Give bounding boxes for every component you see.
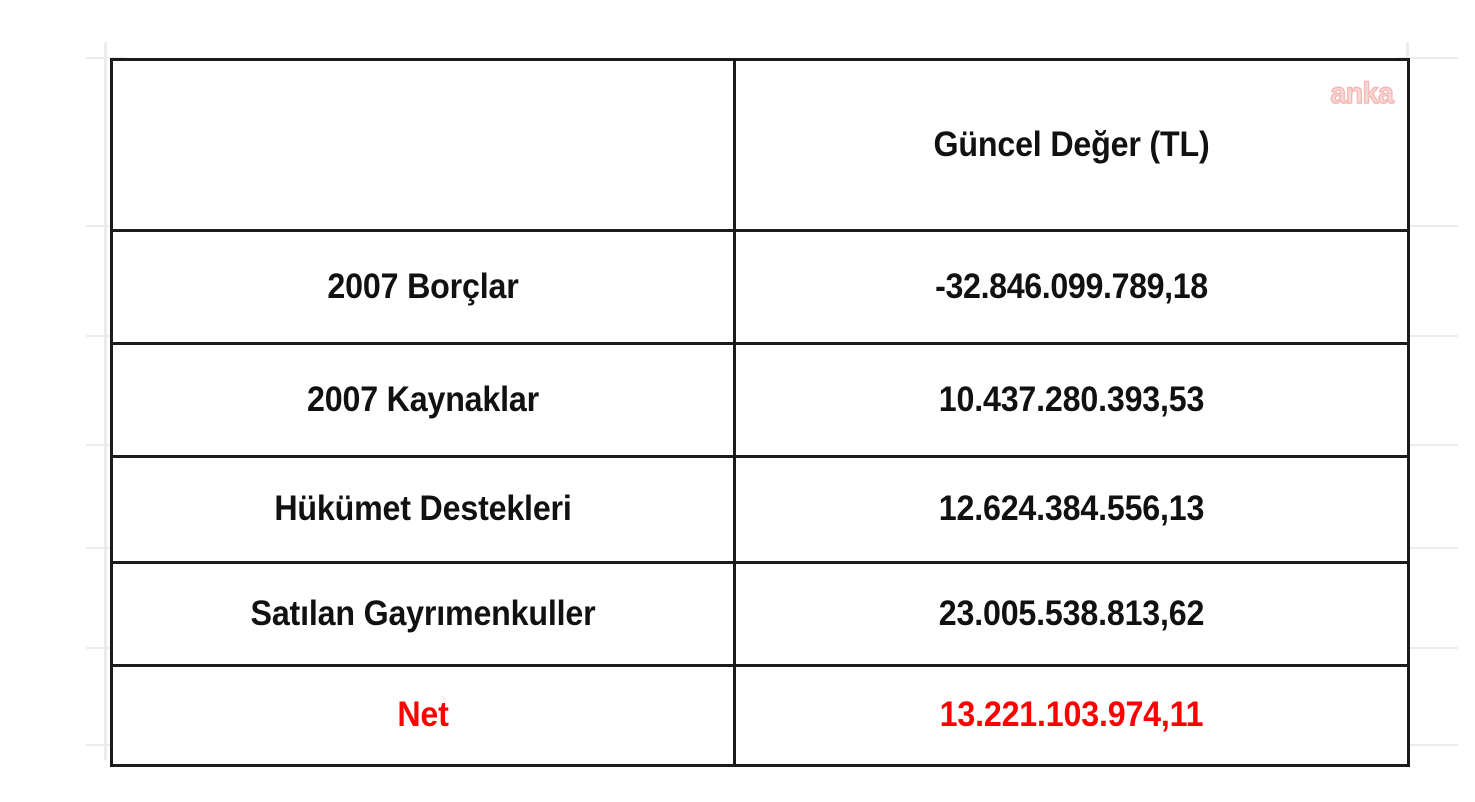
gridline-horizontal-stub	[1398, 225, 1458, 227]
row-value-cell: 23.005.538.813,62	[733, 561, 1410, 667]
row-label-cell-net: Net	[110, 664, 736, 767]
row-label-cell: 2007 Kaynaklar	[110, 342, 736, 458]
table-row: 2007 Borçlar -32.846.099.789,18	[110, 229, 1410, 345]
row-label-net: Net	[397, 695, 449, 735]
table-header-row: anka Güncel Değer (TL)	[110, 58, 1410, 232]
gridline-horizontal-stub	[86, 547, 126, 549]
value-table: anka Güncel Değer (TL) 2007 Borçlar -32.…	[110, 58, 1410, 767]
row-value-cell: 12.624.384.556,13	[733, 455, 1410, 564]
gridline-horizontal-stub	[86, 444, 126, 446]
row-value-cell-net: 13.221.103.974,11	[733, 664, 1410, 767]
anka-watermark: anka	[1329, 77, 1394, 110]
row-value: 10.437.280.393,53	[938, 379, 1205, 419]
row-label-cell: Satılan Gayrımenkuller	[110, 561, 736, 667]
gridline-horizontal-stub	[1398, 444, 1458, 446]
header-cell-blank	[110, 58, 736, 232]
gridline-horizontal-stub	[86, 225, 126, 227]
row-value: -32.846.099.789,18	[935, 266, 1208, 306]
gridline-horizontal-stub	[86, 744, 126, 746]
table-row-net: Net 13.221.103.974,11	[110, 664, 1410, 767]
gridline-horizontal-stub	[1398, 647, 1458, 649]
gridline-horizontal-stub	[86, 335, 126, 337]
row-label: 2007 Borçlar	[327, 266, 519, 306]
row-label: Hükümet Destekleri	[274, 489, 572, 529]
table-row: Satılan Gayrımenkuller 23.005.538.813,62	[110, 561, 1410, 667]
header-cell-value: anka Güncel Değer (TL)	[733, 58, 1410, 232]
row-value: 23.005.538.813,62	[938, 593, 1205, 633]
gridline-vertical-left	[104, 42, 107, 760]
row-label: Satılan Gayrımenkuller	[250, 593, 596, 633]
gridline-horizontal-stub	[1398, 335, 1458, 337]
gridline-horizontal-stub	[86, 647, 126, 649]
gridline-horizontal-stub	[1398, 547, 1458, 549]
row-value-cell: -32.846.099.789,18	[733, 229, 1410, 345]
row-label-cell: Hükümet Destekleri	[110, 455, 736, 564]
table-row: 2007 Kaynaklar 10.437.280.393,53	[110, 342, 1410, 458]
gridline-horizontal-stub	[1398, 57, 1458, 59]
row-label-cell: 2007 Borçlar	[110, 229, 736, 345]
table-row: Hükümet Destekleri 12.624.384.556,13	[110, 455, 1410, 564]
row-value-net: 13.221.103.974,11	[939, 695, 1204, 735]
row-value-cell: 10.437.280.393,53	[733, 342, 1410, 458]
row-value: 12.624.384.556,13	[938, 489, 1205, 529]
row-label: 2007 Kaynaklar	[307, 379, 539, 419]
gridline-horizontal-stub	[1398, 744, 1458, 746]
gridline-horizontal-stub	[86, 57, 126, 59]
header-label-value: Güncel Değer (TL)	[933, 124, 1210, 164]
